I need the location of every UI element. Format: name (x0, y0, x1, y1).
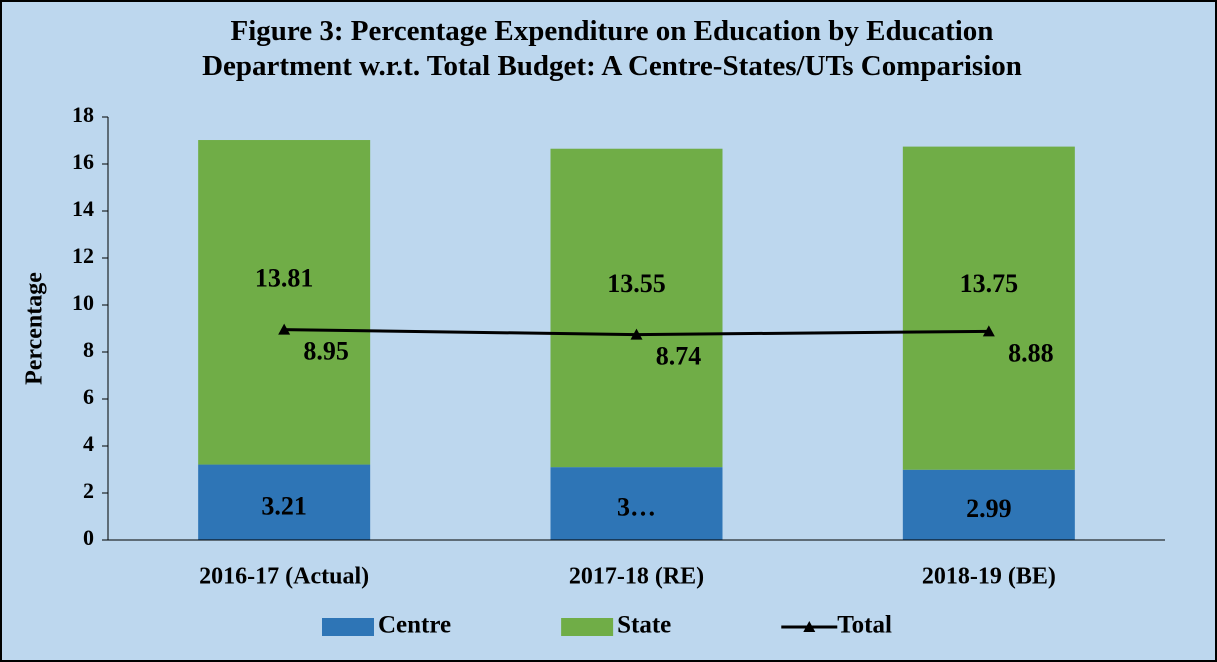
data-label: 2.99 (966, 494, 1012, 523)
x-tick-label: 2018-19 (BE) (922, 564, 1056, 590)
legend-label: State (617, 612, 671, 639)
x-tick-label: 2017-18 (RE) (569, 564, 704, 590)
legend-swatch (561, 618, 614, 636)
y-tick-label: 4 (83, 431, 94, 456)
bar-segment (550, 467, 723, 540)
y-tick-label: 0 (83, 525, 94, 550)
y-tick-label: 6 (83, 384, 94, 409)
data-label: 13.75 (960, 269, 1019, 298)
y-tick-label: 16 (72, 149, 94, 174)
legend-marker (803, 621, 816, 632)
y-tick-label: 10 (72, 290, 94, 315)
data-label: 8.88 (1008, 338, 1054, 367)
legend-swatch (322, 618, 374, 636)
data-label: 13.55 (607, 269, 666, 298)
bar-segment (198, 464, 371, 540)
bar-segment (902, 469, 1075, 540)
y-tick-label: 18 (72, 102, 94, 127)
legend-label: Centre (378, 612, 451, 639)
y-tick-label: 2 (83, 478, 94, 503)
data-label: 8.74 (656, 342, 702, 371)
y-tick-label: 14 (72, 196, 94, 221)
data-label: 8.95 (303, 337, 349, 366)
line-marker (278, 323, 291, 335)
bar-segment (550, 148, 723, 468)
y-axis-label: Percentage (22, 272, 48, 385)
y-tick-label: 8 (83, 337, 94, 362)
x-tick-label: 2016-17 (Actual) (199, 564, 369, 590)
y-tick-label: 12 (72, 243, 94, 268)
chart-title: Figure 3: Percentage Expenditure on Educ… (202, 15, 1022, 82)
data-label: 3.21 (261, 491, 307, 520)
line-marker (982, 325, 995, 337)
bar-segment (198, 140, 371, 465)
bar-segment (902, 146, 1075, 470)
legend-label: Total (837, 612, 892, 639)
data-label: 13.81 (255, 263, 314, 292)
line-marker (630, 328, 643, 340)
data-label: 3… (617, 493, 656, 522)
